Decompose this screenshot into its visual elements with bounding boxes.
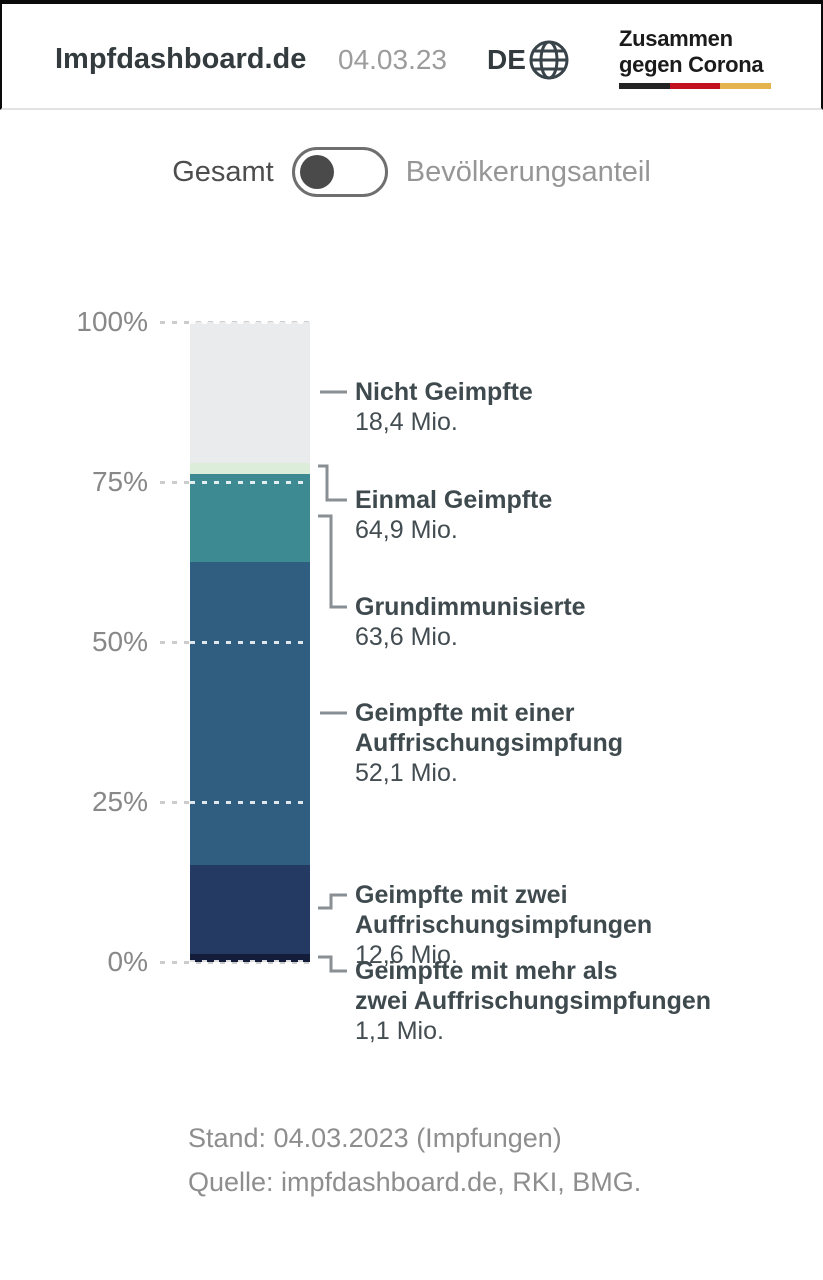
segment-zwei-auffrischungen bbox=[190, 865, 310, 954]
flag-black bbox=[619, 83, 670, 89]
y-tick-50: 50% bbox=[91, 626, 148, 657]
callout-zwei-auffrischungen: Geimpfte mit zwei Auffrischungsimpfungen… bbox=[355, 880, 652, 970]
zusammen-gegen-corona-logo[interactable]: Zusammen gegen Corona bbox=[619, 26, 775, 89]
callout-einmal-geimpfte: Einmal Geimpfte 64,9 Mio. bbox=[355, 485, 552, 545]
y-tick-0: 0% bbox=[107, 946, 148, 977]
german-flag-bar bbox=[619, 83, 772, 89]
callout-value: 63,6 Mio. bbox=[355, 623, 458, 651]
quelle-line: Quelle: impfdashboard.de, RKI, BMG. bbox=[188, 1167, 642, 1197]
callout-nicht-geimpfte: Nicht Geimpfte 18,4 Mio. bbox=[355, 377, 533, 437]
gridline-overlay-100 bbox=[190, 321, 310, 324]
callout-title: Geimpfte mit zwei Auffrischungsimpfungen bbox=[355, 881, 653, 939]
stacked-bar bbox=[190, 322, 310, 962]
callout-value: 64,9 Mio. bbox=[355, 516, 458, 544]
segment-einmal-geimpfte bbox=[190, 463, 310, 474]
y-tick-25: 25% bbox=[91, 786, 148, 817]
segment-grundimmunisierte bbox=[190, 473, 310, 562]
header: Impfdashboard.de 04.03.23 DE Zusammen ge… bbox=[0, 4, 823, 110]
segment-mehr-als-zwei-auffrischungen bbox=[190, 953, 310, 962]
gridline-overlay-50 bbox=[190, 641, 310, 644]
segment-eine-auffrischung bbox=[190, 561, 310, 866]
stand-line: Stand: 04.03.2023 (Impfungen) bbox=[188, 1123, 562, 1153]
view-toggle-row: Gesamt Bevölkerungsanteil bbox=[0, 142, 823, 202]
view-toggle-switch[interactable] bbox=[291, 147, 388, 197]
globe-icon[interactable] bbox=[527, 38, 571, 82]
logo-line2: gegen Corona bbox=[619, 52, 764, 77]
toggle-label-bevoelkerungsanteil[interactable]: Bevölkerungsanteil bbox=[405, 155, 651, 188]
flag-gold bbox=[720, 83, 772, 89]
gridline-overlay-75 bbox=[190, 481, 310, 484]
callout-eine-auffrischung: Geimpfte mit einer Auffrischungsimpfung … bbox=[355, 698, 623, 788]
logo-line1: Zusammen bbox=[619, 26, 733, 51]
callout-value: 52,1 Mio. bbox=[355, 759, 458, 787]
flag-red bbox=[669, 83, 721, 89]
y-tick-75: 75% bbox=[91, 466, 148, 497]
callout-title: Grundimmunisierte bbox=[355, 593, 586, 621]
callout-value: 12,6 Mio. bbox=[355, 941, 458, 969]
callout-title: Nicht Geimpfte bbox=[355, 378, 533, 406]
gridline-overlay-0 bbox=[190, 960, 310, 963]
callout-title: Einmal Geimpfte bbox=[355, 486, 553, 514]
site-title-link[interactable]: Impfdashboard.de bbox=[55, 43, 307, 75]
callout-value: 1,1 Mio. bbox=[355, 1017, 444, 1045]
segment-nicht-geimpfte bbox=[190, 322, 310, 464]
top-border bbox=[0, 0, 823, 4]
callout-grundimmunisierte: Grundimmunisierte 63,6 Mio. bbox=[355, 592, 586, 652]
callout-mehr-als-zwei-auffrischungen: Geimpfte mit mehr als zwei Auffrischungs… bbox=[355, 956, 711, 1046]
toggle-label-gesamt[interactable]: Gesamt bbox=[172, 155, 274, 188]
gridline-overlay-25 bbox=[190, 801, 310, 804]
callout-title: Geimpfte mit einer Auffrischungsimpfung bbox=[355, 699, 624, 757]
language-label[interactable]: DE bbox=[487, 44, 526, 75]
y-tick-100: 100% bbox=[76, 306, 148, 337]
callout-title: Geimpfte mit mehr als zwei Auffrischungs… bbox=[355, 957, 712, 1015]
callout-value: 18,4 Mio. bbox=[355, 408, 458, 436]
toggle-knob bbox=[299, 155, 334, 189]
header-date: 04.03.23 bbox=[338, 44, 447, 75]
